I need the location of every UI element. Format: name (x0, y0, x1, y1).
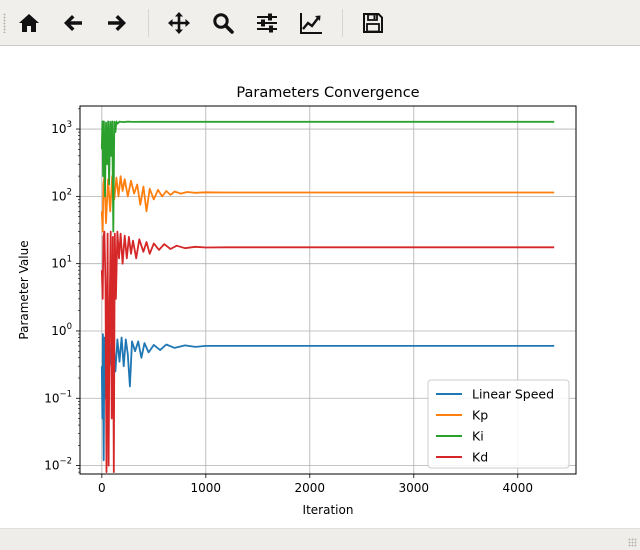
edit-axes-button[interactable] (295, 7, 327, 39)
y-axis: 10−2 10−1 100 101 102 103 (44, 108, 80, 473)
x-tick-label: 1000 (191, 481, 222, 495)
home-button[interactable] (13, 7, 45, 39)
axes-frame (79, 105, 577, 475)
pan-button[interactable] (163, 7, 195, 39)
chart-title: Parameters Convergence (236, 85, 419, 101)
size-grip[interactable] (628, 538, 637, 547)
x-axis-label: Iteration (303, 503, 354, 517)
legend-label-kp: Kp (472, 408, 488, 423)
x-axis: 0 1000 2000 3000 4000 (98, 474, 533, 495)
x-tick-label: 4000 (502, 481, 533, 495)
series-lines (100, 120, 555, 474)
line-chart-icon (300, 13, 322, 34)
home-icon (19, 14, 39, 32)
forward-button[interactable] (101, 7, 133, 39)
x-tick-label: 2000 (295, 481, 326, 495)
figure-canvas[interactable]: Parameters Convergence 0 1000 2000 3000 4000… (0, 47, 640, 528)
floppy-disk-icon (363, 13, 383, 33)
toolbar-separator (148, 9, 149, 37)
y-axis-label: Parameter Value (17, 240, 31, 339)
series-line-kp (100, 175, 555, 233)
legend: Linear Speed Kp Ki Kd (427, 379, 570, 469)
navigation-toolbar (0, 0, 640, 46)
y-tick-label: 102 (51, 187, 72, 203)
x-tick-label: 0 (98, 481, 106, 495)
back-button[interactable] (57, 7, 89, 39)
arrow-left-icon (64, 15, 82, 31)
arrow-right-icon (108, 15, 126, 31)
series-line-ki (100, 120, 555, 233)
y-tick-label: 101 (51, 255, 72, 271)
legend-box (427, 379, 570, 469)
legend-label-linear-speed: Linear Speed (472, 387, 554, 402)
legend-label-ki: Ki (472, 429, 484, 444)
y-tick-label: 10−1 (44, 389, 72, 405)
sliders-icon (257, 13, 277, 33)
save-button[interactable] (357, 7, 389, 39)
series-line-kd (100, 230, 555, 474)
y-tick-label: 103 (51, 120, 72, 136)
toolbar-grip[interactable] (3, 13, 6, 33)
y-tick-label: 100 (51, 322, 72, 338)
move-icon (168, 12, 190, 34)
legend-label-kd: Kd (472, 450, 488, 465)
chart: Parameters Convergence 0 1000 2000 3000 4000… (17, 85, 577, 517)
status-bar (0, 528, 640, 550)
y-tick-label: 10−2 (44, 457, 72, 473)
zoom-button[interactable] (207, 7, 239, 39)
magnifier-icon (213, 13, 234, 34)
x-tick-label: 3000 (399, 481, 430, 495)
subplots-button[interactable] (251, 7, 283, 39)
toolbar-separator (342, 9, 343, 37)
